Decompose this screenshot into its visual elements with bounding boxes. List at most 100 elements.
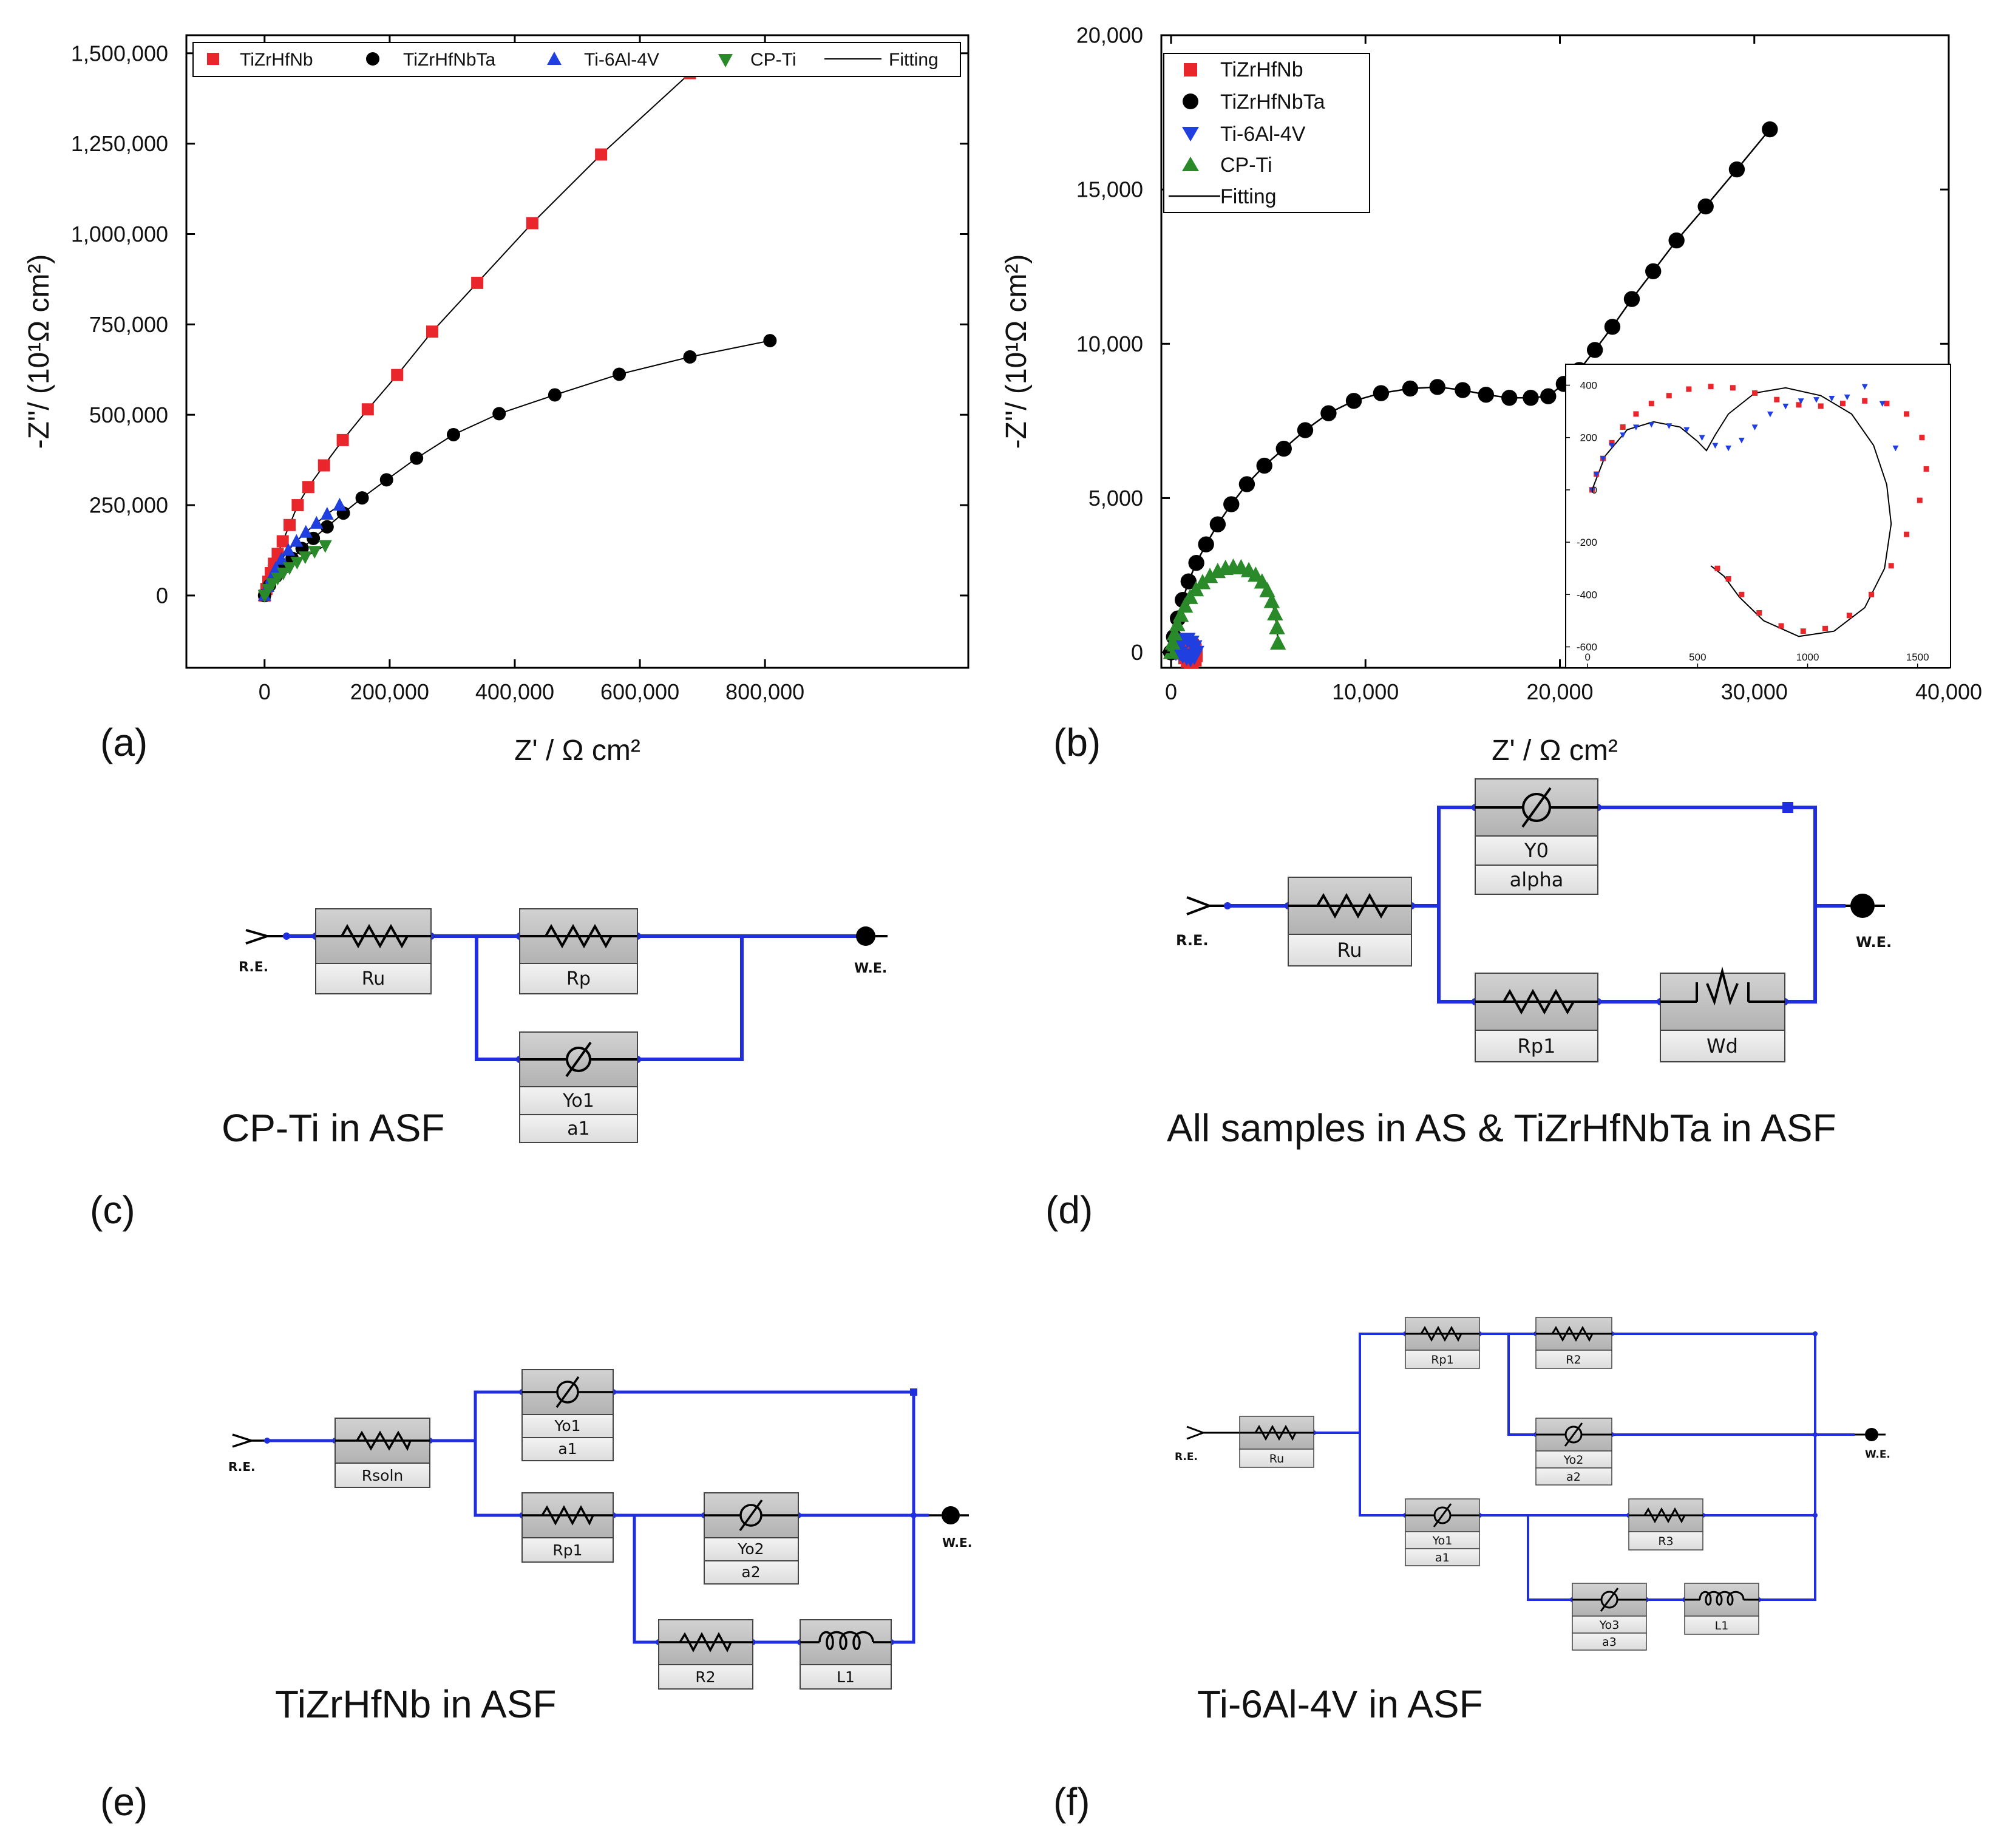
cpe-yo1[interactable]: Yo1 a1	[1405, 1498, 1480, 1566]
legend-marker-cpti	[718, 54, 733, 67]
x-tick-label: 0	[1165, 679, 1177, 704]
resistor-r2[interactable]: R2	[1535, 1317, 1612, 1369]
inset-point-tizrhfnb	[1778, 623, 1784, 629]
legend-marker-tizrhfnb	[207, 53, 219, 65]
inset-point-ti6al4v	[1829, 395, 1835, 402]
point-ti6al4v	[310, 515, 324, 529]
point-cpti	[308, 546, 322, 559]
inductor-icon	[1699, 1591, 1745, 1606]
point-cpti	[283, 562, 297, 576]
legend-marker-ti6al4v	[547, 52, 562, 65]
x-tick-label: 200,000	[350, 679, 429, 704]
inductor-l1[interactable]: L1	[800, 1619, 892, 1690]
wires	[1228, 806, 1846, 1004]
panel-label-c: (c)	[90, 1188, 135, 1232]
resistor-r2[interactable]: R2	[658, 1619, 753, 1690]
component-label: R2	[695, 1668, 715, 1686]
inset-point-ti6al4v	[1738, 437, 1745, 444]
re-label: R.E.	[1175, 1451, 1198, 1463]
panel-label-e: (e)	[100, 1780, 148, 1824]
point-tizrhfnbta	[1540, 388, 1557, 404]
resistor-ru[interactable]: Ru	[1239, 1416, 1314, 1468]
point-tizrhfnbta	[320, 520, 334, 534]
cpe-y0[interactable]: Y0 alpha	[1475, 778, 1598, 895]
inductor-l1[interactable]: L1	[1684, 1583, 1759, 1635]
inset-point-ti6al4v	[1767, 411, 1773, 418]
inset-point-tizrhfnb	[1752, 390, 1758, 396]
inset-point-ti6al4v	[1782, 403, 1789, 410]
x-tick-label: 10,000	[1332, 679, 1399, 704]
component-label: Rp1	[552, 1541, 582, 1559]
working-electrode-icon	[1850, 894, 1875, 918]
tick-group: 0 200,000 400,000 600,000 800,000 0 250,000 500…	[71, 35, 968, 704]
component-label: Ru	[1337, 939, 1362, 962]
inset-point-tizrhfnb	[1846, 613, 1852, 619]
inset-point-tizrhfnb	[1869, 591, 1875, 597]
y-tick-label: 10,000	[1076, 331, 1143, 356]
inset-point-tizrhfnb	[1923, 466, 1929, 472]
point-tizrhfnbta	[1645, 263, 1662, 280]
legend-label: Fitting	[1220, 185, 1277, 208]
point-tizrhfnbta	[1523, 390, 1539, 406]
component-label: Yo1	[1432, 1534, 1453, 1547]
inset-point-ti6al4v	[1683, 427, 1690, 433]
plot-frame	[185, 34, 970, 669]
inset-point-tizrhfnb	[1730, 385, 1736, 391]
point-tizrhfnbta	[1198, 536, 1214, 552]
resistor-rp1[interactable]: Rp1	[1475, 973, 1598, 1062]
inset-x-tick-label: 500	[1689, 651, 1706, 663]
x-axis-title: Z' / Ω cm²	[1492, 735, 1618, 767]
point-ti6al4v	[1172, 646, 1188, 662]
inset: 0 500 1000 1500 -600 -400 -200 0 200 400	[1565, 364, 1951, 668]
warburg-wd[interactable]: Wd	[1660, 966, 1785, 1062]
component-label: R3	[1658, 1535, 1673, 1548]
point-cpti	[1269, 619, 1285, 634]
point-tizrhfnbta	[1402, 380, 1419, 397]
component-label: a1	[558, 1440, 577, 1458]
point-ti6al4v	[281, 543, 295, 556]
resistor-rp1[interactable]: Rp1	[521, 1492, 614, 1563]
inset-point-ti6al4v	[1593, 471, 1600, 478]
circuit-e: R.E. W.E. Rsoln	[100, 1369, 972, 1824]
resistor-icon	[356, 1430, 412, 1452]
resistor-ru[interactable]: Ru	[1288, 877, 1412, 966]
cpe-yo1[interactable]: Yo1 a1	[521, 1369, 614, 1461]
legend-label: TiZrHfNbTa	[403, 50, 496, 70]
resistor-rsoln[interactable]: Rsoln	[334, 1418, 430, 1488]
resistor-rp[interactable]: Rp	[519, 908, 638, 994]
y-tick-label: 500,000	[89, 403, 168, 427]
cpe-yo3[interactable]: Yo3 a3	[1572, 1583, 1647, 1651]
component-label: a3	[1602, 1636, 1617, 1649]
inset-point-ti6al4v	[1666, 423, 1672, 429]
cpe-yo2[interactable]: Yo2 a2	[1535, 1418, 1612, 1486]
resistor-rp1[interactable]: Rp1	[1405, 1317, 1480, 1369]
legend-label: TiZrHfNbTa	[1220, 90, 1325, 114]
inset-point-tizrhfnb	[1708, 384, 1714, 390]
resistor-r3[interactable]: R3	[1628, 1498, 1703, 1551]
inset-point-tizrhfnb	[1648, 401, 1654, 407]
y-tick-label: 15,000	[1076, 177, 1143, 202]
resistor-ru[interactable]: Ru	[315, 908, 432, 994]
cpe-yo2[interactable]: Yo2 a2	[704, 1492, 799, 1585]
wires	[287, 934, 862, 1061]
point-cpti	[1163, 644, 1180, 659]
point-tizrhfnbta	[1697, 198, 1714, 215]
circuit-c: R.E. W.E. Ru Rp	[90, 908, 888, 1232]
component-label: a1	[1435, 1551, 1450, 1564]
point-tizrhfnbta	[1320, 405, 1337, 421]
cpe-yo1[interactable]: Yo1 a1	[519, 1031, 638, 1143]
point-tizrhfnbta	[1478, 386, 1495, 403]
point-tizrhfnbta	[1256, 457, 1272, 474]
point-tizrhfnbta	[1209, 516, 1226, 532]
resistor-icon	[1643, 1507, 1686, 1524]
inset-point-ti6al4v	[1861, 384, 1868, 390]
point-cpti	[1201, 568, 1218, 583]
tick-group: 0 10,000 20,000 30,000 40,000 0 5,000 10,000 15,…	[1076, 23, 1982, 704]
point-tizrhfnbta	[1373, 385, 1390, 401]
inset-frame	[1565, 364, 1951, 668]
x-tick-label: 20,000	[1526, 679, 1593, 704]
legend-label: Ti-6Al-4V	[1220, 123, 1306, 146]
legend: TiZrHfNb TiZrHfNbTa Ti-6Al-4V CP-Ti Fitt…	[1163, 53, 1370, 213]
point-cpti	[1169, 616, 1186, 631]
